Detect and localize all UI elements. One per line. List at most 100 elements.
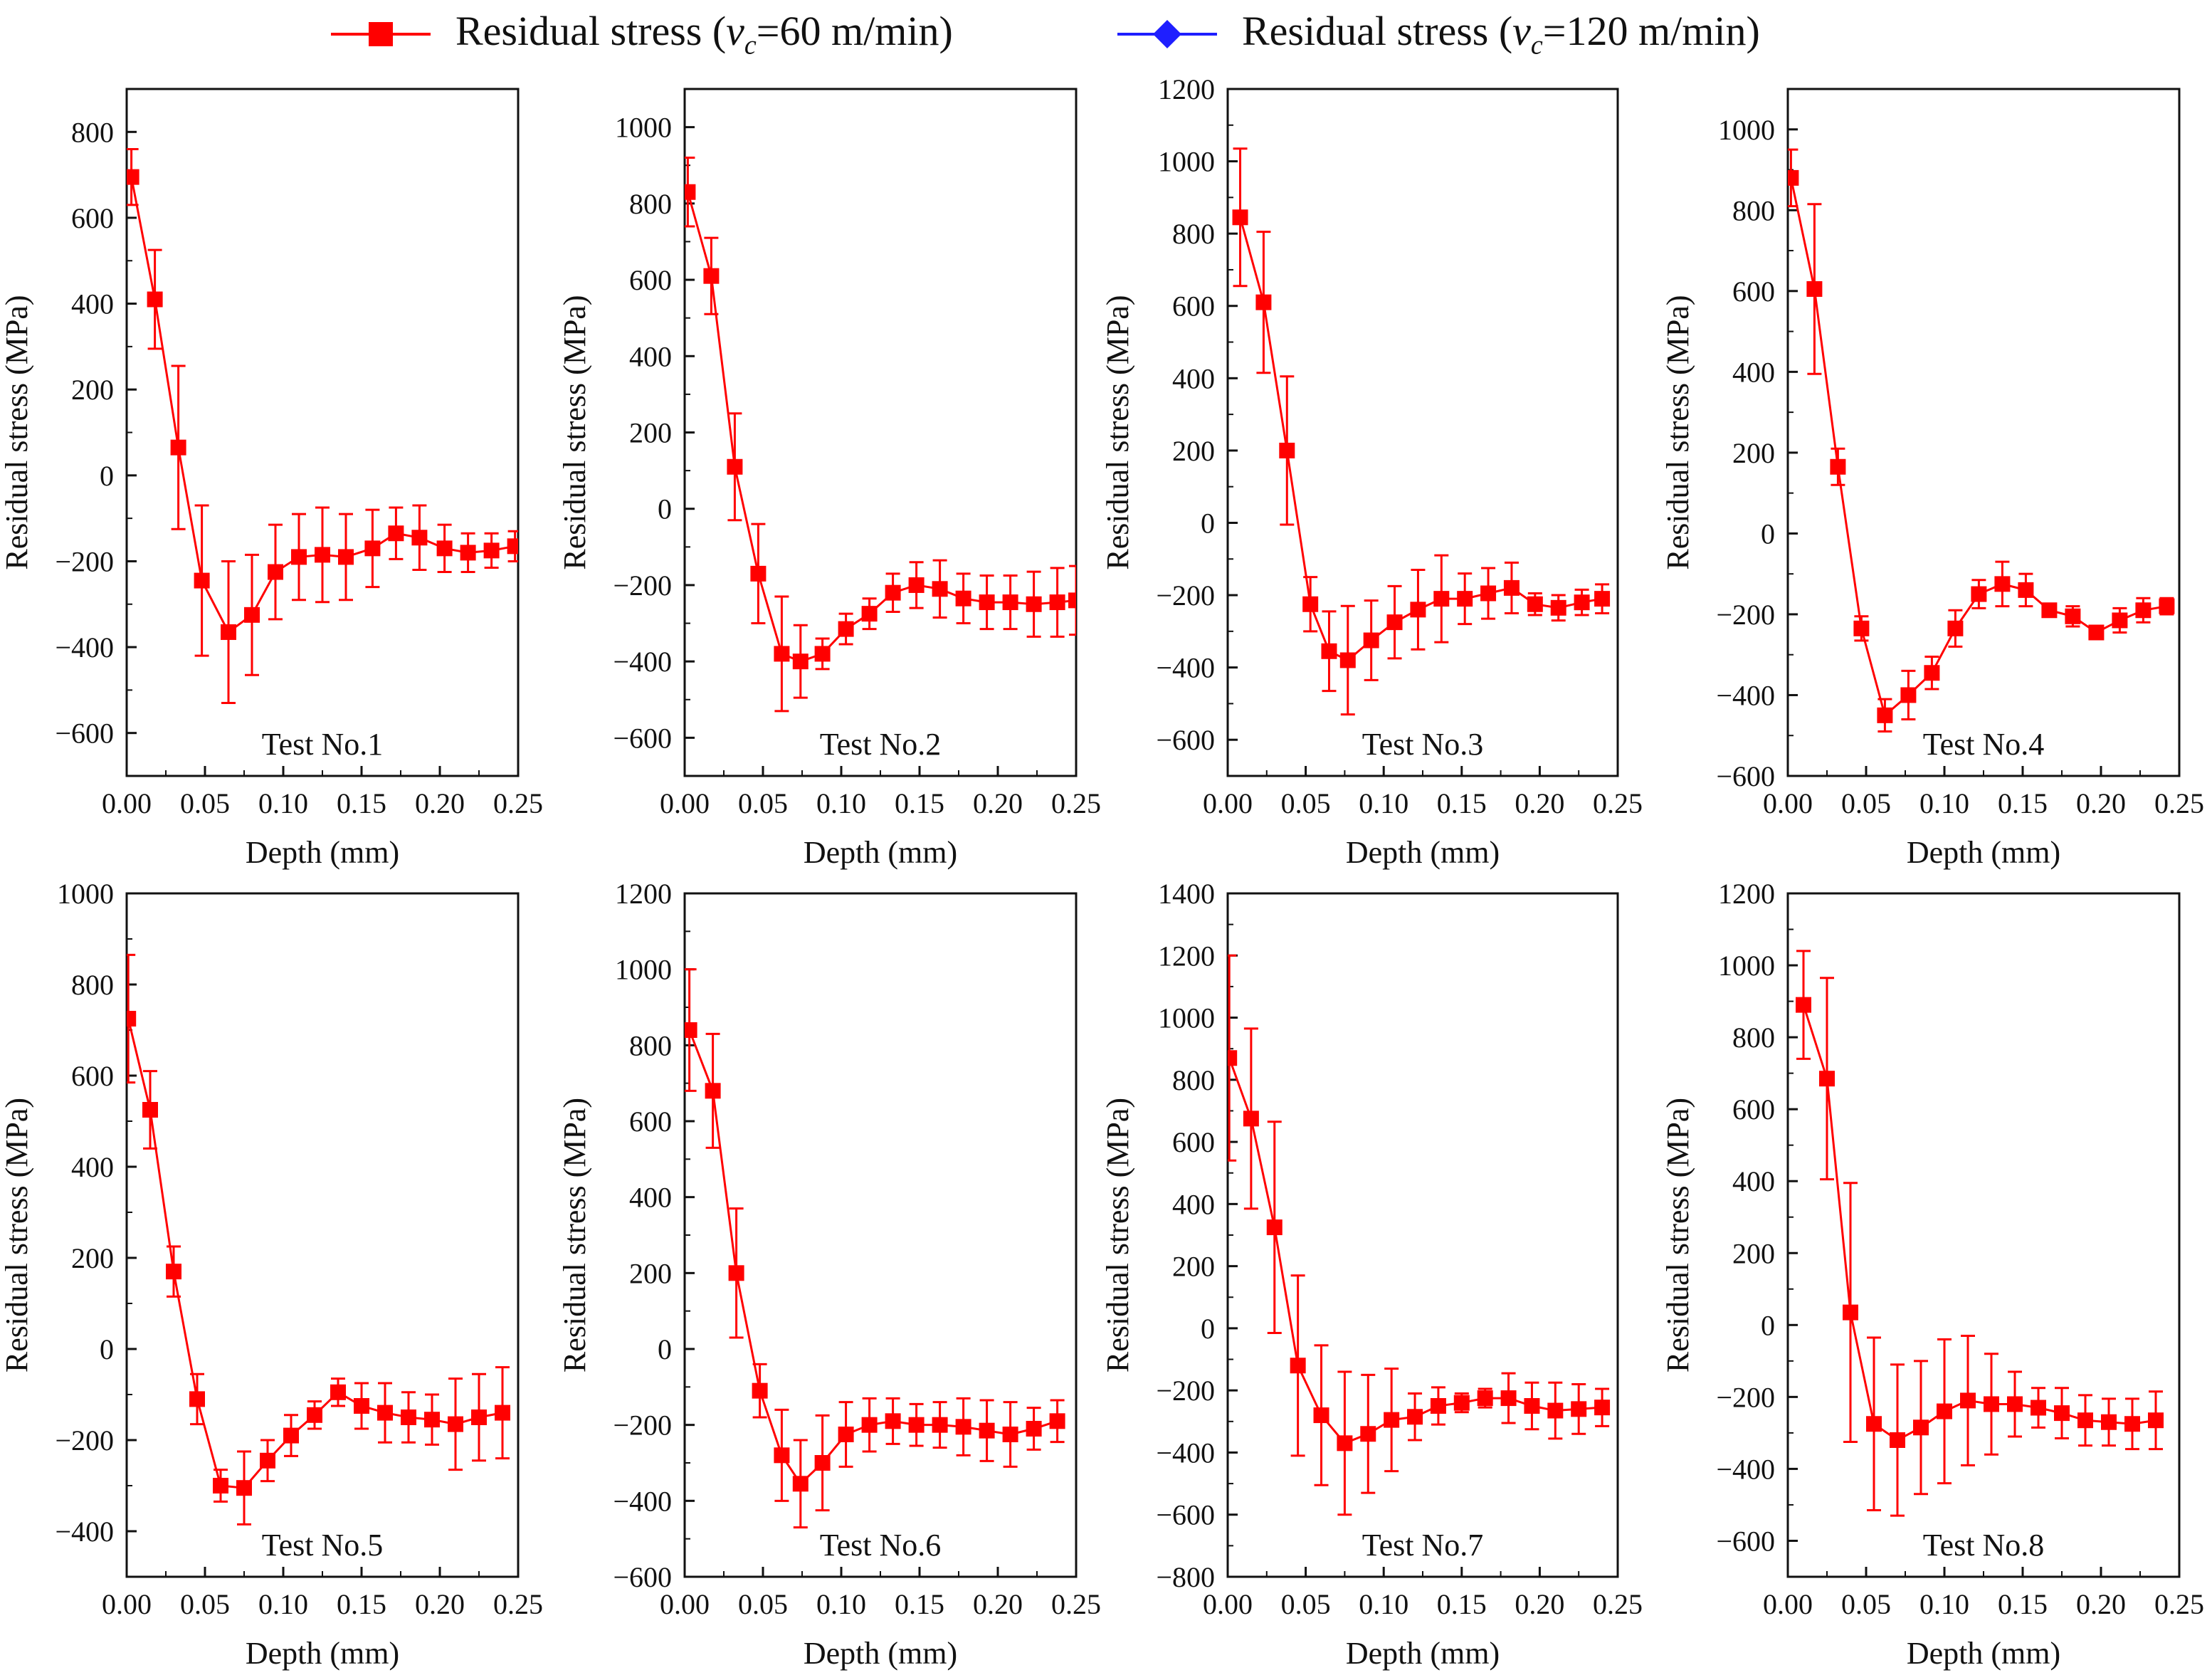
- y-tick-label: −400: [1716, 679, 1775, 711]
- x-tick-label: 0.25: [1593, 1588, 1643, 1620]
- data-point: [166, 1264, 181, 1280]
- data-point: [401, 1409, 416, 1425]
- y-tick-label: −600: [613, 722, 672, 754]
- y-tick-label: 1400: [1158, 878, 1215, 910]
- data-point: [142, 1102, 158, 1118]
- data-point: [908, 577, 925, 593]
- x-tick-label: 0.25: [2154, 787, 2204, 819]
- data-layer: [127, 147, 518, 704]
- x-tick-label: 0.00: [102, 1588, 152, 1620]
- data-point: [1550, 599, 1566, 616]
- data-point: [1049, 1413, 1065, 1429]
- x-tick-label: 0.20: [2076, 1588, 2126, 1620]
- x-tick-label: 0.00: [660, 1588, 710, 1620]
- y-tick-label: −600: [1156, 724, 1215, 756]
- x-tick-label: 0.20: [973, 1588, 1023, 1620]
- y-tick-label: 1000: [615, 954, 672, 986]
- data-layer: [1232, 147, 1611, 716]
- data-point: [814, 1455, 831, 1471]
- x-axis-label: Depth (mm): [246, 1636, 399, 1671]
- data-point: [2041, 602, 2058, 619]
- x-tick-label: 0.10: [258, 787, 308, 819]
- y-tick-label: 600: [1732, 275, 1775, 308]
- y-tick-label: 400: [1172, 1188, 1215, 1220]
- data-point: [424, 1412, 440, 1428]
- x-tick-label: 0.00: [1763, 787, 1813, 819]
- y-tick-label: 1000: [615, 112, 672, 144]
- data-point: [1796, 997, 1811, 1013]
- chart-panel-2: 0.00 0.05 0.10 0.15 0.20 0.25 −600 −400 −200 0 200…: [557, 88, 1101, 870]
- data-point: [703, 268, 720, 284]
- y-tick-label: −400: [55, 1516, 114, 1548]
- x-tick-label: 0.05: [738, 787, 788, 819]
- x-tick-label: 0.15: [337, 1588, 386, 1620]
- data-point: [1232, 209, 1248, 226]
- data-point: [1971, 586, 1987, 602]
- data-point: [1843, 1304, 1858, 1321]
- data-point: [1503, 579, 1520, 596]
- y-tick-label: −400: [1716, 1453, 1775, 1485]
- y-tick-label: −400: [613, 646, 672, 678]
- plot-frame: [683, 892, 1078, 1578]
- data-point: [2007, 1396, 2023, 1412]
- y-tick-label: −200: [1156, 1375, 1215, 1407]
- x-tick-label: 0.05: [1841, 1588, 1891, 1620]
- data-point: [2101, 1414, 2117, 1430]
- y-tick-label: 0: [1201, 1313, 1215, 1345]
- data-point: [861, 606, 878, 622]
- data-point: [955, 1419, 971, 1435]
- x-tick-label: 0.20: [415, 1588, 465, 1620]
- y-tick-label: −600: [1716, 1525, 1775, 1557]
- x-tick-label: 0.15: [1998, 787, 2048, 819]
- y-tick-label: 1000: [57, 878, 114, 910]
- plot-frame: [125, 88, 520, 777]
- legend: Residual stress (vc=60 m/min) Residual s…: [0, 0, 2212, 71]
- chart-title: Test No.3: [1362, 727, 1483, 762]
- data-layer: [1788, 148, 2175, 733]
- x-tick-label: 0.25: [1051, 1588, 1101, 1620]
- y-tick-label: 400: [1732, 1165, 1775, 1197]
- y-tick-label: −600: [1716, 760, 1775, 792]
- y-tick-label: 1200: [615, 878, 672, 910]
- data-point: [170, 439, 186, 456]
- data-point: [1410, 602, 1426, 618]
- data-point: [2124, 1416, 2140, 1432]
- y-tick-label: 1200: [1158, 940, 1215, 972]
- data-point: [774, 646, 790, 662]
- y-tick-label: 200: [1732, 437, 1775, 469]
- data-point: [1994, 576, 2011, 592]
- y-tick-label: 800: [71, 969, 114, 1001]
- data-point: [291, 549, 307, 565]
- data-point: [1547, 1402, 1564, 1419]
- data-point: [979, 594, 995, 611]
- x-tick-label: 0.05: [1281, 787, 1331, 819]
- data-point: [1819, 1071, 1835, 1087]
- data-point: [1457, 591, 1473, 607]
- data-point: [194, 572, 210, 589]
- data-point: [330, 1384, 346, 1400]
- y-tick-label: 0: [1761, 1309, 1775, 1341]
- data-point: [448, 1416, 463, 1432]
- data-point: [1290, 1358, 1306, 1374]
- y-tick-label: 0: [1201, 507, 1215, 539]
- x-tick-label: 0.05: [180, 1588, 230, 1620]
- x-tick-label: 0.00: [1203, 787, 1253, 819]
- data-point: [885, 584, 901, 601]
- data-point: [364, 540, 381, 557]
- data-point: [460, 545, 476, 561]
- data-point: [1360, 1426, 1376, 1442]
- data-point: [1384, 1412, 1400, 1428]
- x-tick-label: 0.20: [415, 787, 465, 819]
- plot-frame: [1786, 892, 2181, 1578]
- data-point: [1386, 614, 1403, 631]
- y-tick-label: 200: [71, 1242, 114, 1274]
- data-point: [147, 291, 163, 308]
- data-point: [2135, 602, 2152, 619]
- data-point: [838, 621, 854, 637]
- x-axis-label: Depth (mm): [804, 1636, 957, 1671]
- x-tick-label: 0.10: [1359, 1588, 1408, 1620]
- chart-panel-1: 0.00 0.05 0.10 0.15 0.20 0.25 −600 −400 −200 0 200…: [0, 88, 543, 870]
- y-tick-label: 400: [71, 288, 114, 320]
- y-tick-label: 200: [629, 1257, 672, 1289]
- x-tick-label: 0.10: [1919, 787, 1969, 819]
